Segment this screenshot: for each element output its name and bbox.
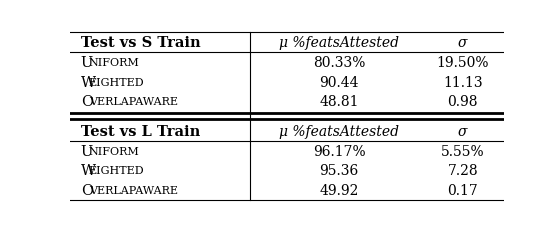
Text: W: W (81, 164, 96, 178)
Text: 0.17: 0.17 (447, 183, 478, 197)
Text: μ %featsAttested: μ %featsAttested (279, 36, 399, 50)
Text: Test vs S Train: Test vs S Train (81, 36, 200, 50)
Text: Test vs L Train: Test vs L Train (81, 125, 200, 138)
Text: 5.55%: 5.55% (441, 144, 484, 158)
Text: 90.44: 90.44 (319, 75, 359, 89)
Text: O: O (81, 183, 93, 197)
Text: σ: σ (458, 125, 468, 138)
Text: EIGHTED: EIGHTED (89, 77, 144, 87)
Text: 49.92: 49.92 (319, 183, 359, 197)
Text: 19.50%: 19.50% (437, 56, 489, 70)
Text: 96.17%: 96.17% (313, 144, 365, 158)
Text: O: O (81, 95, 93, 109)
Text: VERLAPAWARE: VERLAPAWARE (89, 97, 178, 107)
Text: 7.28: 7.28 (447, 164, 478, 178)
Text: NIFORM: NIFORM (89, 58, 139, 67)
Text: W: W (81, 75, 96, 89)
Text: NIFORM: NIFORM (89, 146, 139, 156)
Text: EIGHTED: EIGHTED (89, 166, 144, 176)
Text: 80.33%: 80.33% (313, 56, 365, 70)
Text: 95.36: 95.36 (319, 164, 359, 178)
Text: 48.81: 48.81 (319, 95, 359, 109)
Text: 0.98: 0.98 (447, 95, 478, 109)
Text: U: U (81, 56, 93, 70)
Text: 11.13: 11.13 (443, 75, 483, 89)
Text: U: U (81, 144, 93, 158)
Text: VERLAPAWARE: VERLAPAWARE (89, 185, 178, 195)
Text: μ %featsAttested: μ %featsAttested (279, 125, 399, 138)
Text: σ: σ (458, 36, 468, 50)
